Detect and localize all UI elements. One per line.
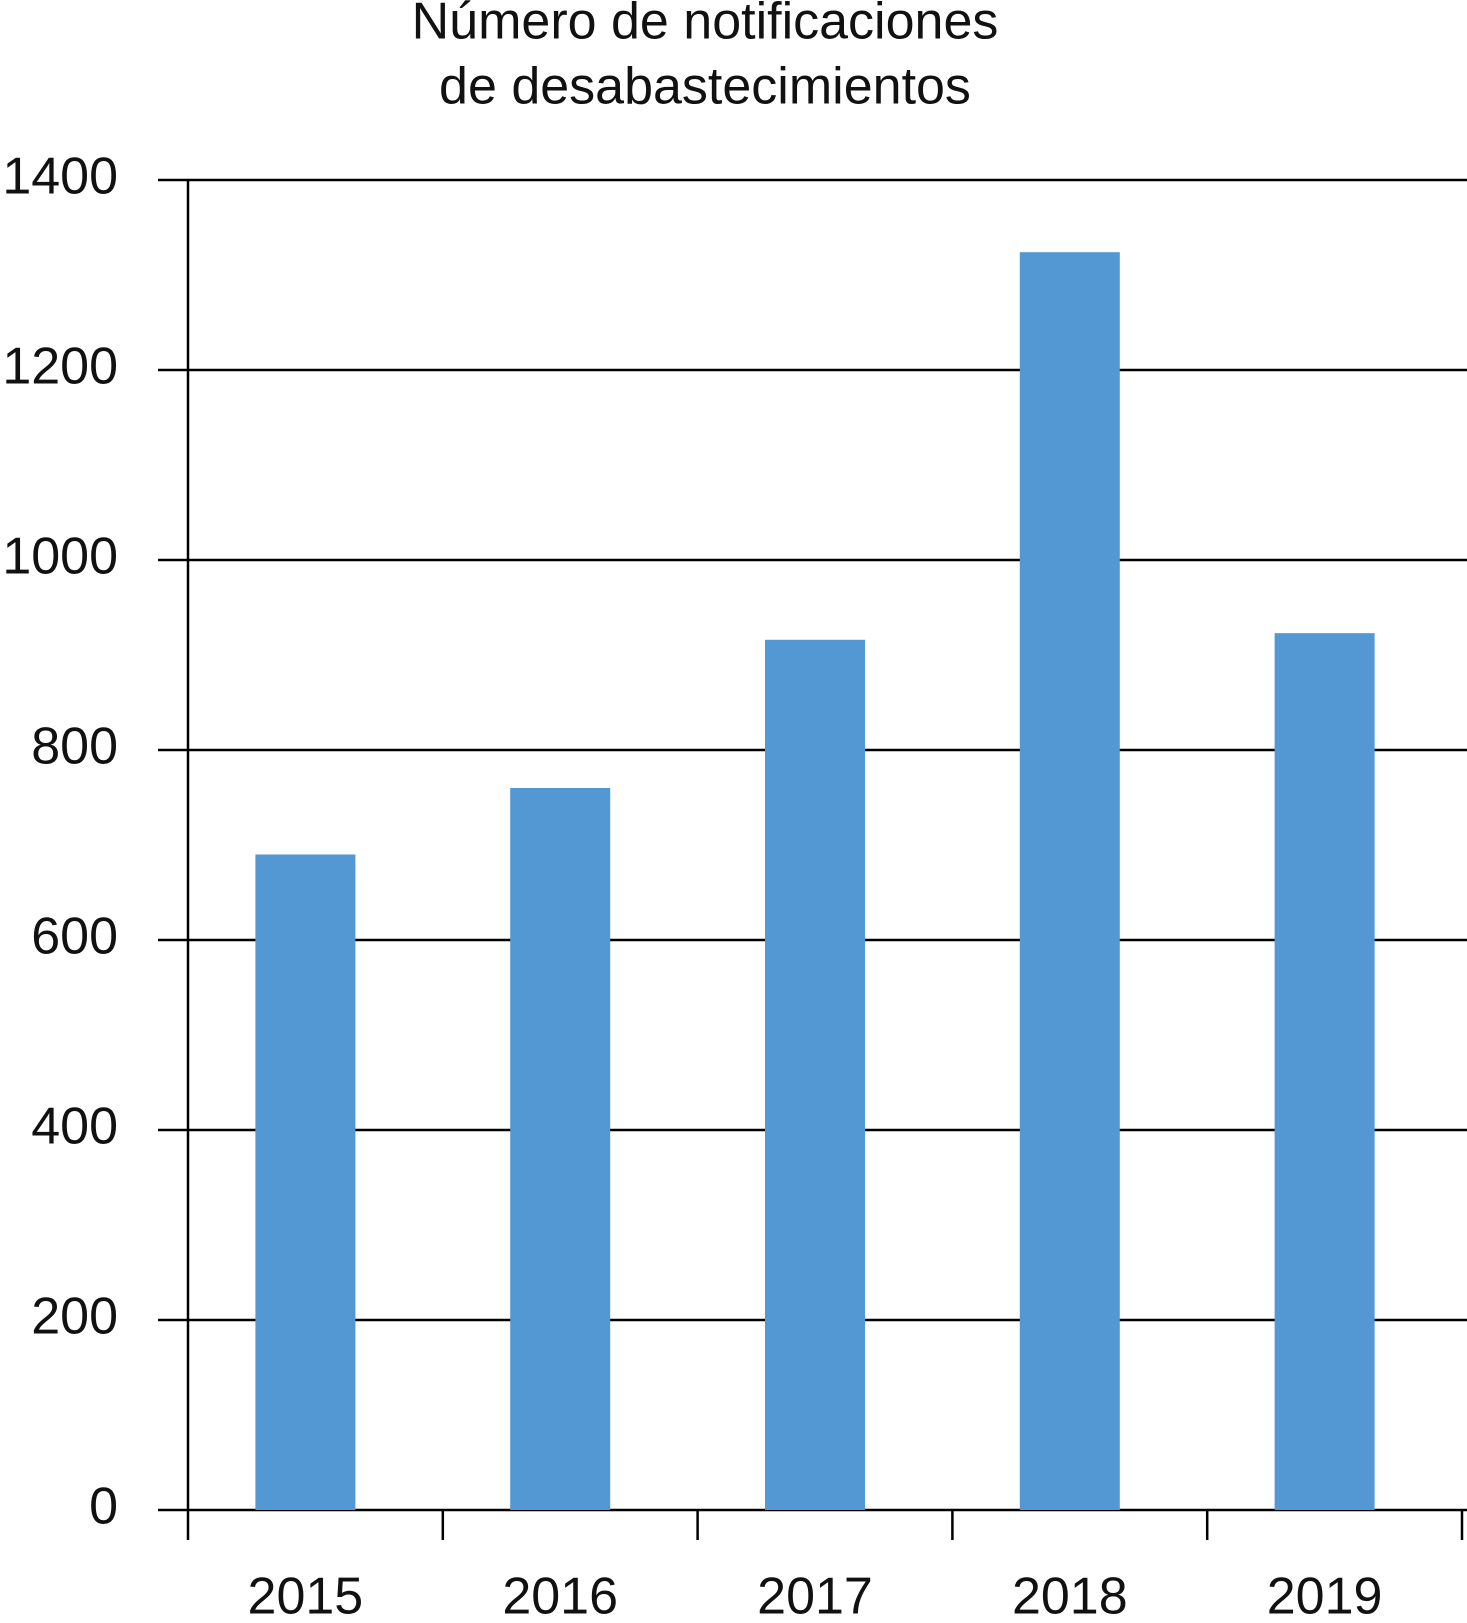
bar: [1274, 633, 1375, 1510]
x-tick-label: 2017: [757, 1568, 873, 1623]
chart-title: de desabastecimientos: [439, 58, 971, 116]
x-tick-label: 2019: [1267, 1568, 1383, 1623]
x-tick-label: 2016: [502, 1568, 618, 1623]
x-tick-label: 2015: [248, 1568, 364, 1623]
y-tick-label: 800: [31, 718, 118, 776]
chart-title: Número de notificaciones: [412, 0, 999, 51]
bar: [510, 788, 611, 1510]
y-tick-label: 1200: [2, 338, 118, 396]
y-tick-label: 1400: [2, 148, 118, 206]
bar: [1019, 252, 1120, 1511]
bar: [765, 639, 865, 1510]
y-tick-label: 0: [89, 1478, 118, 1536]
y-tick-label: 1000: [2, 528, 118, 586]
y-tick-label: 400: [31, 1098, 118, 1156]
bar: [255, 854, 356, 1510]
x-tick-label: 2018: [1012, 1568, 1128, 1623]
y-tick-label: 600: [31, 908, 118, 966]
y-tick-label: 200: [31, 1288, 118, 1346]
